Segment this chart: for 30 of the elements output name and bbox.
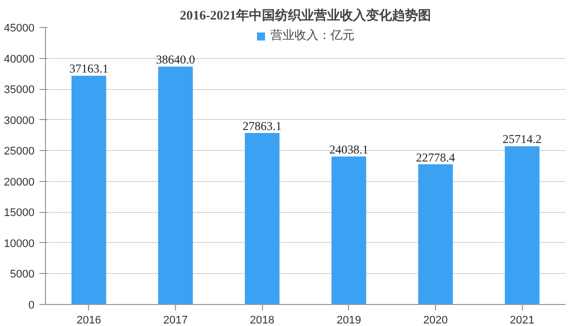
text: 22778.4 [416, 150, 455, 164]
y-tick-label: 5000 [10, 268, 35, 281]
text: 27863.1 [242, 118, 282, 133]
y-tick-label: 35000 [4, 84, 35, 96]
x-tick-label: 2020 [423, 314, 448, 326]
bar [418, 164, 453, 304]
bar [72, 76, 106, 304]
x-tick-label: 2021 [510, 314, 534, 326]
bar [504, 146, 540, 304]
bar [244, 132, 280, 304]
x-tick-label: 2016 [76, 314, 102, 326]
x-tick-label: 2017 [163, 314, 188, 326]
y-tick-label: 30000 [4, 114, 35, 127]
text: 25714.2 [502, 132, 542, 146]
y-tick-label: 20000 [4, 176, 35, 188]
text: 37163.1 [69, 62, 108, 76]
y-tick-label: 0 [28, 300, 35, 312]
text: 24038.1 [329, 142, 368, 157]
chart-title: 2016-2021年中国纺织业营业收入变化趋势图 [180, 8, 432, 22]
y-tick-label: 10000 [4, 238, 35, 250]
text: 38640.0 [156, 52, 195, 67]
bar [332, 156, 366, 304]
y-tick-label: 15000 [4, 207, 35, 220]
y-tick-label: 40000 [4, 53, 35, 66]
y-tick-label: 45000 [4, 22, 35, 34]
y-tick-label: 25000 [4, 146, 35, 158]
x-tick-label: 2019 [336, 314, 362, 326]
bar [158, 66, 193, 304]
legend-label: 营业收入：亿元 [270, 27, 354, 44]
x-tick-label: 2018 [250, 314, 274, 326]
